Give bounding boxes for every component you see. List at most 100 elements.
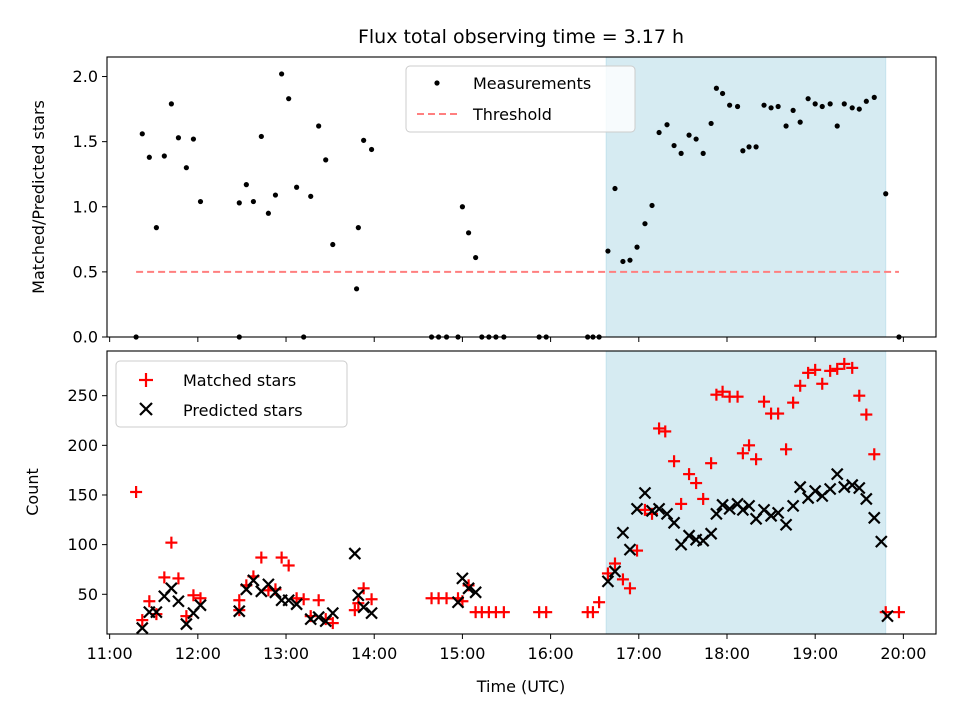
predicted-star-point [645, 504, 659, 518]
measurement-point [819, 103, 825, 110]
measurement-point [139, 131, 145, 137]
predicted-star-point [135, 621, 149, 635]
predicted-star-stroke-b [262, 578, 275, 591]
predicted-star-stroke-b [233, 604, 246, 618]
predicted-star-stroke-b [786, 499, 800, 513]
bottom-y-tick-label: 200 [67, 436, 98, 455]
predicted-star-point [165, 582, 178, 595]
matched-star-point [136, 614, 149, 627]
matched-star-point [593, 596, 606, 609]
matched-star-point [736, 447, 749, 460]
top-y-axis-label: Matched/Predicted stars [29, 100, 48, 294]
predicted-star-point [852, 481, 866, 495]
top-y-tick-label: 0.0 [73, 328, 98, 347]
predicted-star-stroke-b [312, 610, 325, 624]
measurement-point [896, 334, 902, 340]
measurement-point [190, 136, 197, 142]
predicted-star-stroke-b [247, 574, 260, 587]
legend-predicted-marker [139, 402, 153, 416]
predicted-star-point [180, 617, 193, 631]
matched-star-point [758, 395, 771, 408]
predicted-star-point [823, 482, 837, 496]
predicted-star-stroke-b [652, 502, 666, 516]
measurement-point [746, 144, 752, 150]
matched-star-point [892, 606, 905, 619]
matched-star-point [860, 408, 873, 421]
bottom-x-tick-label: 12:00 [175, 644, 221, 663]
matched-star-point [787, 396, 800, 409]
bottom-x-tick-label: 18:00 [704, 644, 750, 663]
predicted-star-stroke-b [731, 497, 744, 511]
matched-star-point [750, 453, 763, 466]
measurement-point [250, 198, 256, 205]
top-legend: Measurements Threshold [405, 65, 636, 133]
bottom-shaded-span [605, 350, 887, 635]
matched-star-point [158, 571, 171, 584]
predicted-star-point [881, 609, 894, 623]
predicted-star-point [867, 511, 881, 525]
matched-star-point [540, 606, 553, 619]
bottom-panel: 50 100 150 200 250 11:00 12:00 13:00 14:00 15:00 1… [67, 350, 937, 663]
measurement-point [161, 153, 167, 159]
matched-star-point [846, 361, 859, 374]
predicted-star-point [742, 499, 756, 513]
predicted-star-point [469, 586, 482, 599]
matched-star-point [616, 573, 629, 586]
matched-star-point [743, 439, 756, 452]
predicted-star-stroke-b [845, 478, 859, 492]
predicted-star-stroke-b [852, 481, 866, 495]
measurement-point [543, 334, 549, 340]
matched-star-point [772, 407, 785, 420]
measurement-point [197, 198, 204, 205]
predicted-star-point [326, 606, 340, 620]
predicted-star-stroke-b [764, 509, 778, 523]
measurement-point [323, 157, 329, 163]
bottom-y-tick-label: 100 [67, 535, 98, 554]
predicted-star-stroke-b [135, 621, 149, 635]
predicted-star-stroke-b [808, 484, 822, 498]
matched-star-point [165, 536, 178, 549]
predicted-star-stroke-b [682, 529, 696, 542]
matched-star-point [365, 593, 378, 606]
predicted-star-point [357, 600, 370, 614]
predicted-star-point [150, 605, 163, 619]
predicted-star-point [456, 572, 469, 585]
bottom-x-tick-label: 11:00 [87, 644, 133, 663]
top-y-tick-label: 2.0 [73, 67, 98, 86]
predicted-star-point [710, 507, 723, 521]
predicted-star-stroke-b [771, 506, 785, 520]
measurement-point [279, 71, 285, 77]
measurement-point [686, 132, 692, 138]
measurement-point [790, 107, 796, 113]
measurement-point [671, 142, 677, 149]
measurement-point [330, 241, 336, 248]
predicted-star-point [352, 588, 365, 602]
predicted-star-point [638, 486, 652, 500]
predicted-star-stroke-b [660, 507, 674, 521]
matched-star-point [143, 595, 156, 608]
measurement-point [133, 334, 139, 340]
measurement-point [183, 165, 189, 171]
bottom-x-tick-label: 19:00 [792, 644, 838, 663]
measurement-point [693, 136, 699, 142]
matched-star-point [716, 385, 729, 398]
measurement-point [455, 334, 461, 340]
measurement-point [316, 123, 322, 129]
predicted-star-point [830, 467, 844, 481]
measurement-point [768, 105, 774, 111]
measurement-point [664, 122, 670, 128]
measurement-point [536, 334, 542, 340]
measurement-point [827, 101, 833, 107]
predicted-star-point [704, 527, 718, 540]
predicted-star-stroke-b [240, 583, 253, 596]
measurement-point [775, 103, 781, 110]
measurement-point [168, 101, 174, 107]
predicted-star-stroke-b [456, 572, 469, 585]
predicted-star-stroke-b [875, 535, 888, 548]
top-panel: 0.0 0.5 1.0 1.5 2.0 [73, 56, 937, 347]
measurement-point [355, 225, 361, 231]
predicted-star-stroke-b [608, 565, 622, 578]
predicted-star-stroke-b [823, 482, 837, 496]
matched-star-point [659, 425, 672, 438]
matched-star-point [668, 455, 681, 468]
